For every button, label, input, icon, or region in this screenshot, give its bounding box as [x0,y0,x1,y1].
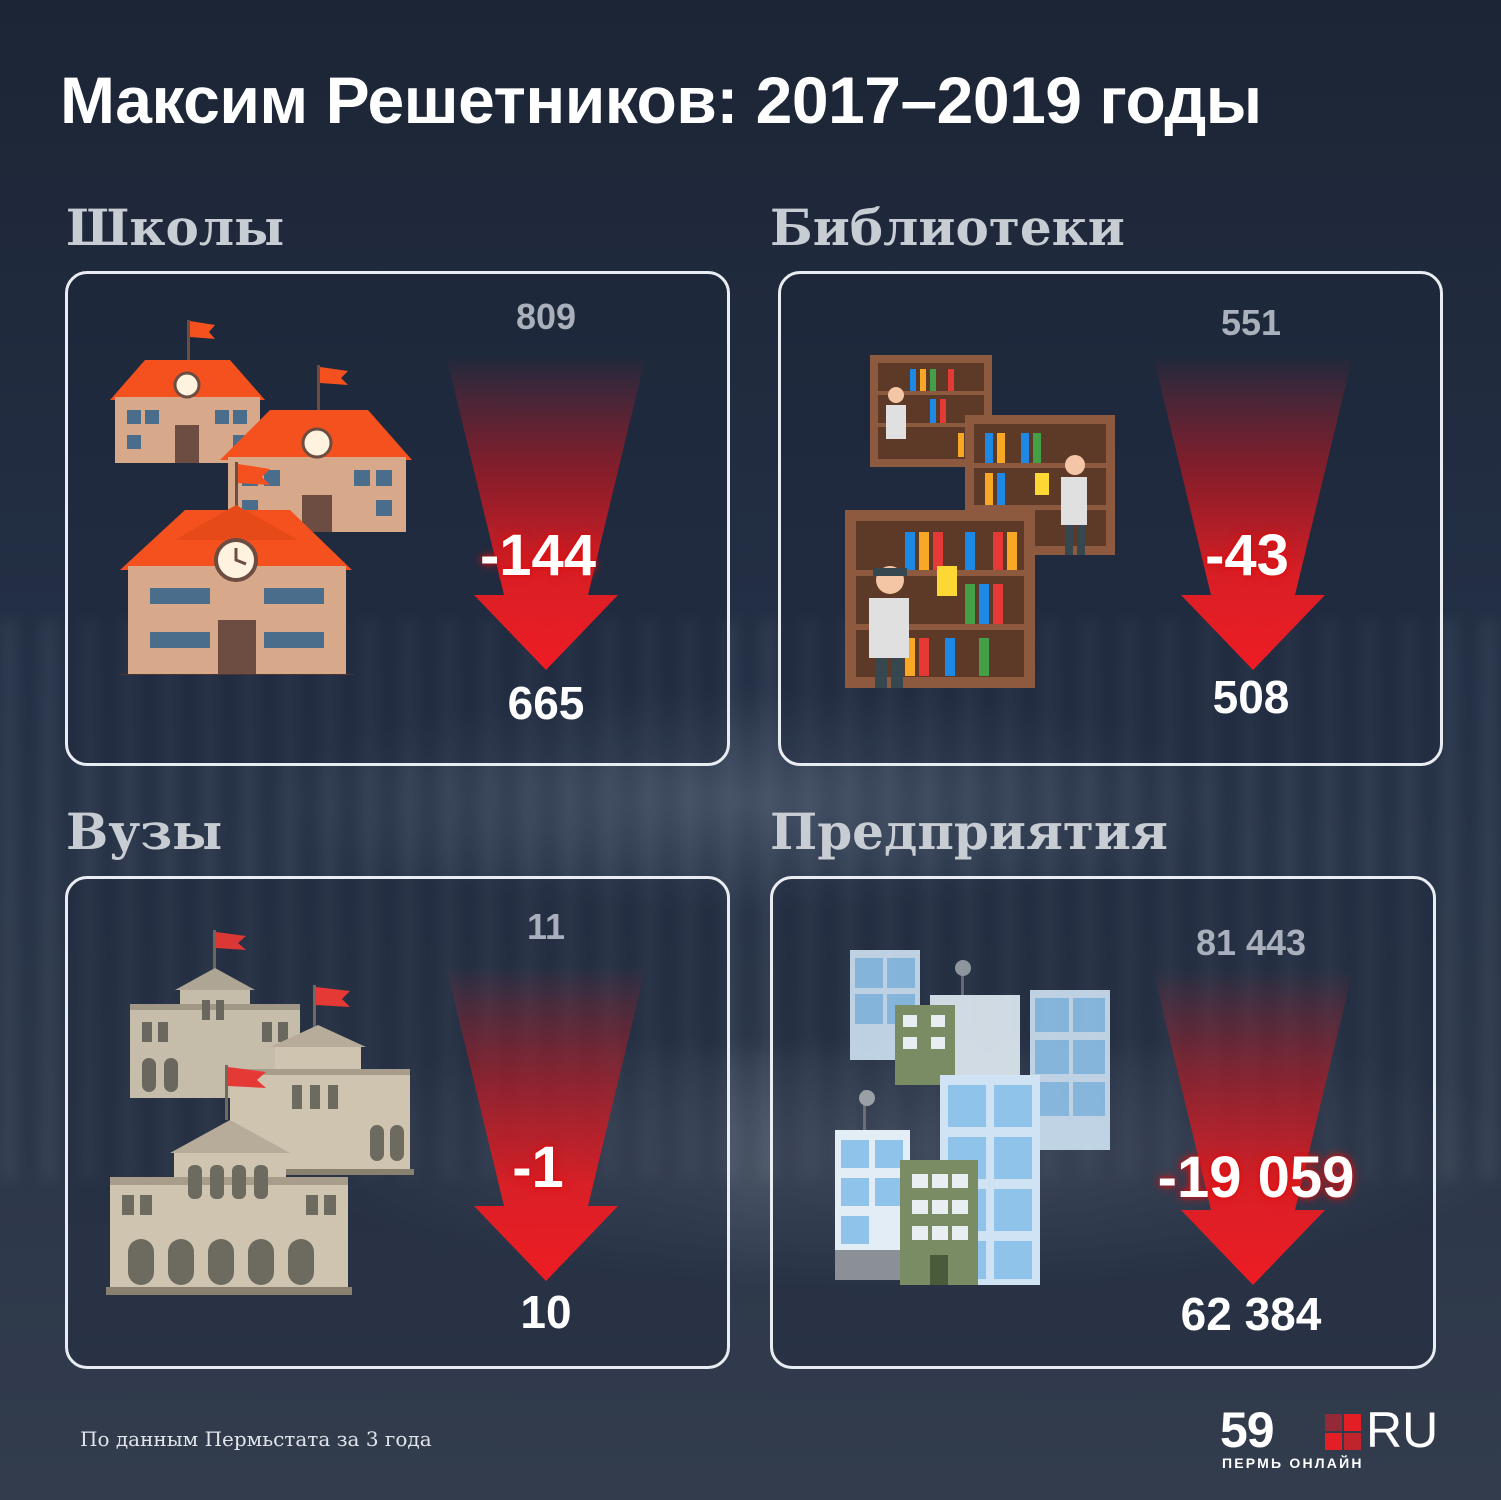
libraries-value-start: 551 [1220,302,1282,343]
logo-suffix: RU [1366,1402,1439,1458]
section-label-schools: Школы [66,198,285,257]
schools-value-end: 665 [507,677,585,729]
universities-delta: -1 [512,1135,564,1200]
enterprises-value-start: 81 443 [1195,922,1307,963]
data-source-note: По данным Пермьстата за 3 года [80,1427,432,1451]
section-label-universities: Вузы [66,802,223,861]
logo-squares-icon [1325,1414,1361,1450]
libraries-down-arrow-icon [1153,355,1353,670]
enterprises-delta: -19 059 [1157,1145,1355,1210]
school-buildings-icon [110,320,412,675]
libraries-delta: -43 [1205,523,1289,588]
libraries-value-end: 508 [1212,671,1290,723]
enterprises-value-end: 62 384 [1180,1288,1322,1340]
logo-subtitle: ПЕРМЬ ОНЛАЙН [1222,1455,1364,1471]
office-buildings-icon [835,950,1110,1285]
section-label-libraries: Библиотеки [770,198,1125,257]
brand-logo[interactable]: 59 RU ПЕРМЬ ОНЛАЙН [1220,1402,1450,1472]
library-bookshelves-icon [845,355,1115,688]
universities-value-start: 11 [526,906,566,947]
university-buildings-icon [106,930,414,1295]
logo-number: 59 [1220,1402,1275,1458]
universities-down-arrow-icon [446,966,646,1281]
schools-down-arrow-icon [446,355,646,670]
universities-value-end: 10 [520,1286,572,1338]
section-label-enterprises: Предприятия [770,802,1168,861]
page-title: Максим Решетников: 2017–2019 годы [60,63,1262,137]
enterprises-down-arrow-icon [1153,970,1353,1285]
schools-value-start: 809 [515,296,577,337]
schools-delta: -144 [479,523,597,588]
